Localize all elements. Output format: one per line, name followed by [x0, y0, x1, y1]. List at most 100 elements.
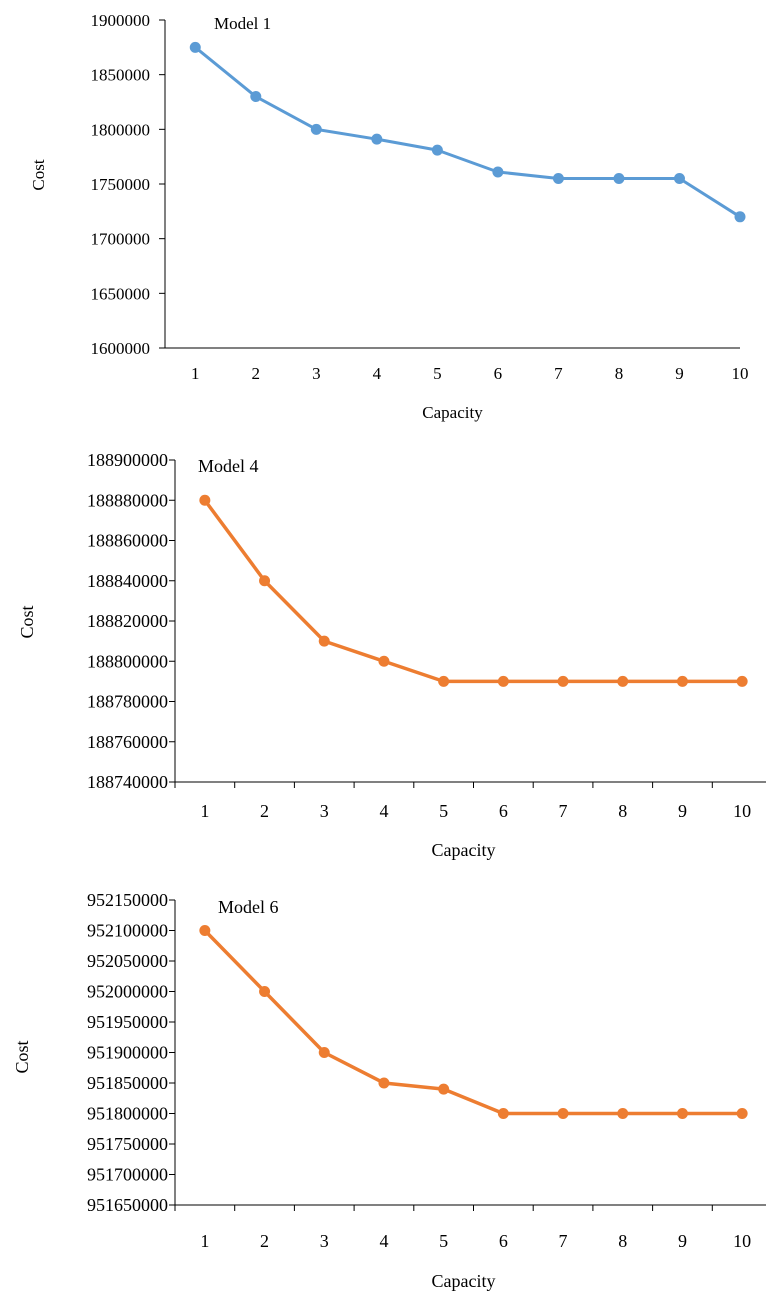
data-point	[259, 575, 271, 587]
chart-model-4-svg: 188740000 188760000 188780000 188800000 1888…	[17, 450, 766, 860]
x-tick-label: 9	[675, 364, 684, 383]
y-tick-label: 188760000	[87, 732, 168, 752]
data-point	[259, 986, 271, 997]
y-tick-label: 951900000	[87, 1043, 168, 1063]
chart-model-1-svg: 1600000 1650000 1700000 1750000 1800000 18500…	[29, 11, 749, 422]
data-point	[438, 675, 450, 687]
y-tick-label: 1750000	[91, 175, 151, 194]
data-point	[492, 166, 504, 178]
y-tick-label: 188820000	[87, 611, 168, 631]
y-tick-label: 952100000	[87, 921, 168, 941]
model-annotation: Model 6	[218, 897, 279, 917]
y-tick-label: 188860000	[87, 531, 168, 551]
data-point	[310, 123, 322, 135]
data-point	[431, 144, 443, 156]
data-point	[736, 675, 748, 687]
y-tick-label: 1600000	[91, 339, 151, 358]
data-point	[199, 494, 211, 506]
data-point	[438, 1083, 450, 1095]
y-tick-label: 188740000	[87, 772, 168, 792]
x-tick-label: 3	[312, 364, 321, 383]
y-tick-label: 952000000	[87, 982, 168, 1002]
data-point	[613, 173, 625, 185]
y-tick-label: 1850000	[91, 66, 151, 85]
series-line	[203, 499, 743, 684]
x-tick-label: 7	[559, 801, 568, 821]
x-tick-label: 9	[678, 1231, 687, 1251]
data-point	[497, 675, 509, 687]
chart-model-6-svg: 9516500009517000009517500009518000009518…	[12, 890, 766, 1291]
data-point	[676, 1108, 688, 1119]
x-tick-label: 2	[260, 1231, 269, 1251]
data-point	[673, 173, 685, 185]
data-point	[371, 133, 383, 145]
y-tick-label: 952150000	[87, 890, 168, 910]
x-tick-label: 3	[320, 801, 329, 821]
data-point	[552, 173, 564, 185]
y-tick-label: 188800000	[87, 651, 168, 671]
x-tick-label: 5	[439, 801, 448, 821]
x-tick-label: 8	[618, 1231, 627, 1251]
series-line	[203, 929, 743, 1116]
y-tick-label: 952050000	[87, 951, 168, 971]
x-tick-label: 8	[618, 801, 627, 821]
y-tick-label: 188880000	[87, 490, 168, 510]
x-tick-label: 5	[439, 1231, 448, 1251]
x-tick-label: 10	[733, 801, 751, 821]
data-point	[676, 675, 688, 687]
x-tick-label: 4	[373, 364, 382, 383]
x-tick-label: 1	[200, 1231, 209, 1251]
data-point	[557, 1108, 569, 1119]
y-tick-label: 951850000	[87, 1073, 168, 1093]
x-tick-label: 2	[260, 801, 269, 821]
data-point	[378, 1077, 390, 1089]
data-point	[318, 1047, 330, 1058]
y-tick-label: 188900000	[87, 450, 168, 470]
data-point	[250, 91, 262, 103]
y-tick-label: 951800000	[87, 1104, 168, 1124]
x-tick-label: 6	[499, 1231, 508, 1251]
x-tick-label: 5	[433, 364, 442, 383]
model-annotation: Model 4	[198, 456, 259, 476]
chart-model-6: 951650000 951700000 951750000 951800000 9518…	[0, 860, 766, 1293]
y-tick-label: 1900000	[91, 11, 151, 30]
chart-model-4: 188740000 188760000 188780000 188800000 1888…	[0, 420, 766, 860]
data-point	[617, 1108, 629, 1119]
x-axis-title: Capacity	[432, 840, 496, 860]
y-tick-label: 951650000	[87, 1195, 168, 1215]
y-tick-label: 951750000	[87, 1134, 168, 1154]
y-tick-label: 188780000	[87, 692, 168, 712]
y-tick-label: 1700000	[91, 230, 151, 249]
x-tick-label: 8	[615, 364, 624, 383]
data-point	[199, 925, 211, 936]
y-tick-label: 1650000	[91, 284, 151, 303]
data-point	[734, 211, 746, 223]
y-tick-label: 1800000	[91, 120, 151, 139]
y-tick-label: 951950000	[87, 1012, 168, 1032]
data-point	[617, 675, 629, 687]
x-tick-label: 1	[200, 801, 209, 821]
x-tick-label: 4	[379, 801, 388, 821]
x-tick-label: 6	[494, 364, 503, 383]
y-axis-title: Cost	[29, 159, 48, 190]
x-tick-label: 7	[554, 364, 563, 383]
x-tick-label: 10	[732, 364, 749, 383]
data-point	[497, 1108, 509, 1119]
x-tick-label: 2	[252, 364, 261, 383]
y-axis-title: Cost	[17, 605, 37, 638]
model-annotation: Model 1	[214, 14, 271, 33]
y-axis-title: Cost	[12, 1040, 32, 1073]
x-tick-label: 4	[379, 1231, 388, 1251]
data-point	[736, 1108, 748, 1119]
y-tick-label: 188840000	[87, 571, 168, 591]
x-tick-label: 9	[678, 801, 687, 821]
data-point	[189, 41, 201, 53]
series-line	[194, 46, 741, 219]
x-tick-label: 7	[559, 1231, 568, 1251]
x-axis-title: Capacity	[422, 403, 483, 422]
y-tick-label: 951700000	[87, 1165, 168, 1185]
x-axis-title: Capacity	[432, 1271, 496, 1291]
data-point	[318, 635, 330, 647]
x-tick-label: 1	[191, 364, 200, 383]
x-tick-label: 3	[320, 1231, 329, 1251]
